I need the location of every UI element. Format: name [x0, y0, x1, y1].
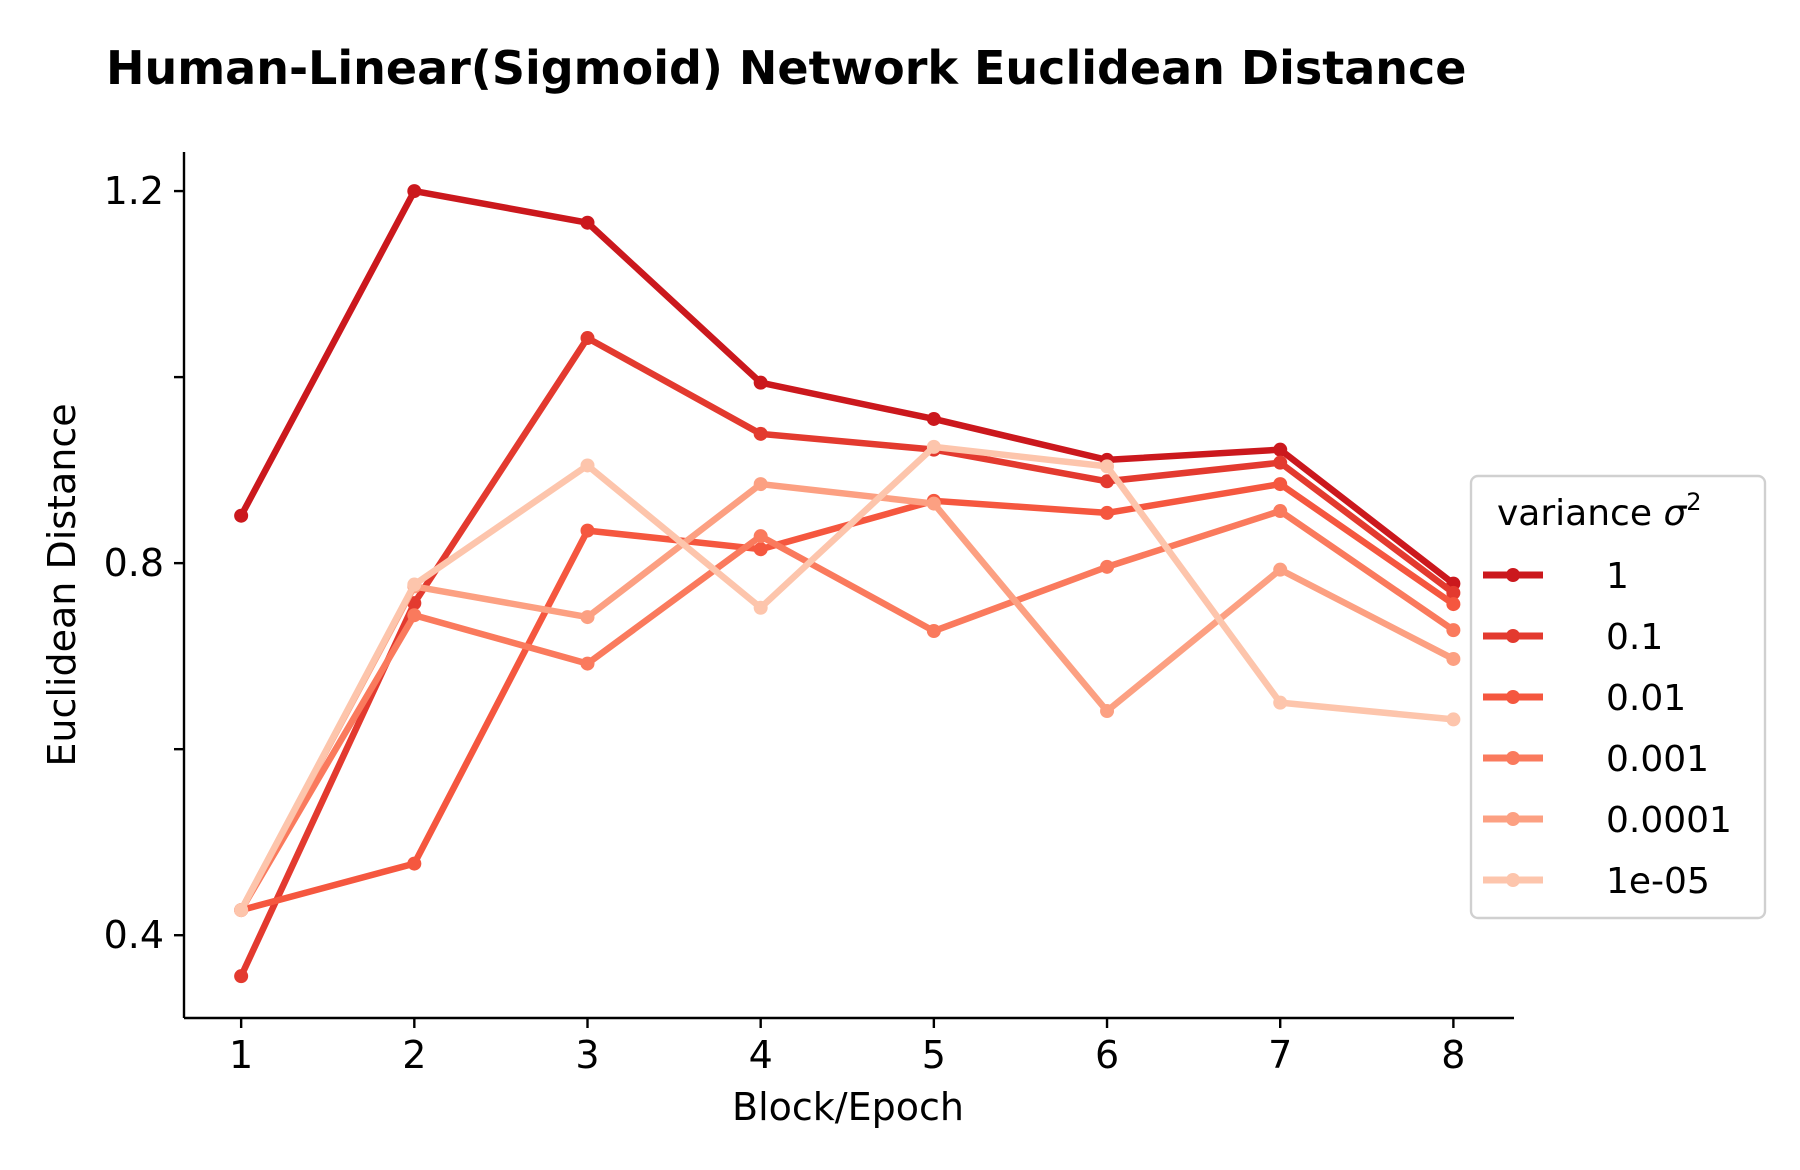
data-point — [580, 331, 595, 346]
data-point — [1273, 455, 1288, 470]
legend-title-symbol: σ — [1663, 493, 1687, 534]
legend-label: 1e-05 — [1606, 861, 1710, 902]
y-tick-label: 1.2 — [104, 169, 164, 213]
data-point — [926, 624, 941, 639]
data-point — [407, 856, 422, 871]
data-point — [1100, 559, 1115, 574]
legend-item: 1e-05 — [1483, 861, 1710, 902]
data-point — [580, 656, 595, 671]
data-point — [1446, 623, 1461, 638]
y-tick-label: 0.8 — [104, 541, 164, 585]
data-point — [580, 610, 595, 625]
x-tick-label: 6 — [1095, 1033, 1119, 1077]
data-point — [1446, 651, 1461, 666]
y-axis-label: Euclidean Distance — [40, 403, 84, 766]
legend: variance σ2 1 0.1 0.01 0.001 0.0001 1e-05 — [1469, 474, 1767, 920]
series-0.0001 — [234, 477, 1461, 918]
data-point — [1273, 504, 1288, 519]
chart-title: Human-Linear(Sigmoid) Network Euclidean … — [106, 41, 1466, 95]
legend-swatch-marker — [1506, 873, 1520, 887]
data-point — [926, 439, 941, 454]
legend-swatch-marker — [1506, 629, 1520, 643]
data-point — [580, 215, 595, 230]
data-point — [580, 523, 595, 538]
data-point — [926, 496, 941, 511]
series-0.1 — [234, 331, 1461, 984]
x-axis-label: Block/Epoch — [732, 1085, 964, 1129]
x-tick-label: 3 — [575, 1033, 599, 1077]
plot-area: 1 2 3 4 5 6 7 8 0.4 0.8 1.2 — [104, 152, 1514, 1077]
legend-item: 0.001 — [1483, 739, 1709, 780]
series-line — [237, 507, 1457, 914]
data-point — [753, 375, 768, 390]
legend-item: 0.1 — [1483, 617, 1663, 658]
x-tick-label: 8 — [1441, 1033, 1465, 1077]
data-point — [1446, 585, 1461, 600]
legend-label: 0.1 — [1606, 617, 1663, 658]
series-line — [237, 480, 1457, 914]
legend-label: 0.001 — [1606, 739, 1709, 780]
data-point — [1446, 712, 1461, 727]
data-point — [407, 608, 422, 623]
x-tick-label: 7 — [1268, 1033, 1292, 1077]
series-line — [237, 187, 1457, 587]
legend-swatch-marker — [1506, 812, 1520, 826]
data-point — [1100, 704, 1115, 719]
data-point — [753, 600, 768, 615]
data-point — [1273, 477, 1288, 492]
legend-title-text: variance — [1497, 493, 1663, 534]
legend-title: variance σ2 — [1497, 488, 1702, 534]
data-point — [753, 426, 768, 441]
series-line — [237, 480, 1457, 914]
x-tick-label: 1 — [229, 1033, 253, 1077]
data-point — [1273, 442, 1288, 457]
x-tick-label: 5 — [922, 1033, 946, 1077]
data-point — [1446, 597, 1461, 612]
data-point — [407, 577, 422, 592]
legend-frame — [1469, 474, 1767, 920]
series-layer — [234, 184, 1461, 984]
legend-swatch-marker — [1506, 690, 1520, 704]
legend-label: 1 — [1606, 556, 1629, 597]
series-line — [237, 334, 1457, 980]
data-point — [407, 184, 422, 199]
x-tick-label: 2 — [402, 1033, 426, 1077]
series-1e-05 — [234, 439, 1461, 918]
legend-title-exponent: 2 — [1686, 488, 1701, 516]
data-point — [753, 529, 768, 544]
x-axis-ticks: 1 2 3 4 5 6 7 8 — [229, 1018, 1465, 1077]
legend-item: 0.01 — [1483, 678, 1686, 719]
legend-swatch-marker — [1506, 568, 1520, 582]
data-point — [753, 542, 768, 557]
x-tick-label: 4 — [749, 1033, 773, 1077]
data-point — [234, 969, 249, 984]
y-axis-ticks: 0.4 0.8 1.2 — [104, 169, 184, 957]
data-point — [580, 458, 595, 473]
legend-label: 0.01 — [1606, 678, 1686, 719]
data-point — [234, 508, 249, 523]
data-point — [753, 477, 768, 492]
data-point — [234, 903, 249, 918]
data-point — [1100, 505, 1115, 520]
data-point — [1100, 459, 1115, 474]
data-point — [926, 411, 941, 426]
legend-items: 1 0.1 0.01 0.001 0.0001 1e-05 — [1483, 556, 1732, 902]
data-point — [1273, 695, 1288, 710]
y-tick-label: 0.4 — [104, 913, 164, 957]
legend-item: 0.0001 — [1483, 800, 1732, 841]
legend-swatch-marker — [1506, 751, 1520, 765]
legend-label: 0.0001 — [1606, 800, 1732, 841]
data-point — [1273, 562, 1288, 577]
data-point — [1100, 474, 1115, 489]
series-line — [237, 443, 1457, 914]
legend-item: 1 — [1483, 556, 1629, 597]
